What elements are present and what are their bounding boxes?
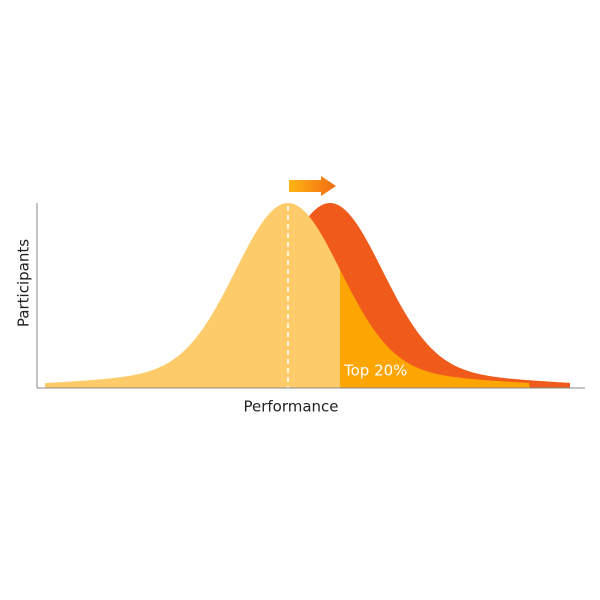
x-axis-label: Performance	[243, 398, 338, 416]
top-segment	[340, 269, 530, 388]
top-annotation: Top 20%	[343, 362, 407, 380]
base-curve	[45, 203, 340, 388]
shift-arrow	[289, 176, 336, 196]
distribution-curves	[45, 203, 570, 388]
y-axis-label: Participants	[15, 239, 33, 327]
